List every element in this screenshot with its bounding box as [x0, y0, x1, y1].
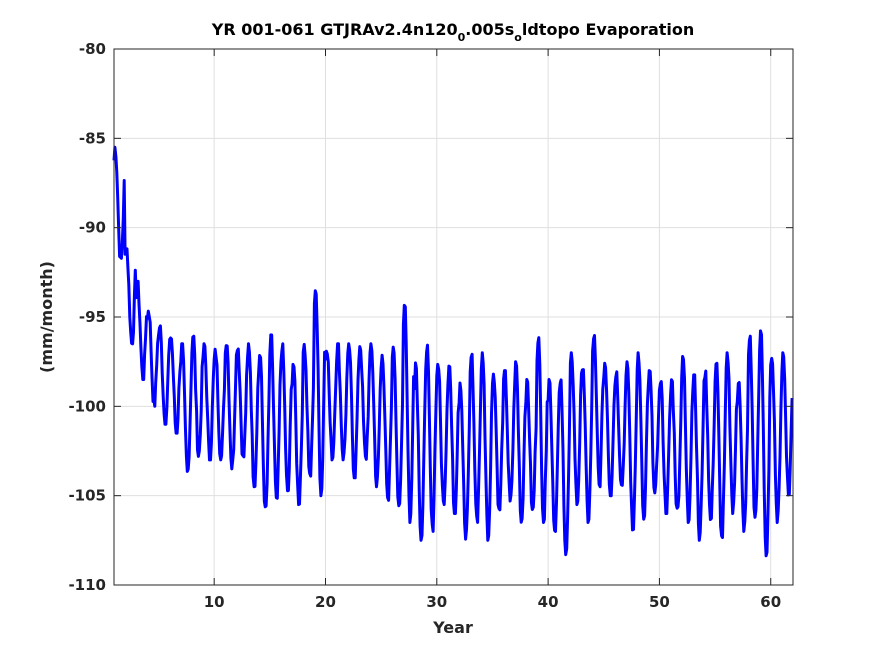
y-tick-label: -110 [68, 576, 106, 594]
y-tick-label: -105 [68, 487, 106, 505]
title-subscript-2: o [514, 31, 522, 44]
title-subscript-1: 0 [458, 31, 466, 44]
x-tick-label: 30 [426, 593, 447, 611]
series-layer [112, 145, 794, 558]
x-tick-label: 50 [649, 593, 670, 611]
series-line [112, 145, 794, 558]
x-tick-label: 20 [315, 593, 336, 611]
x-axis-label: Year [432, 618, 473, 637]
title-mid: .005s [465, 20, 514, 39]
y-tick-label: -100 [68, 397, 106, 415]
y-tick-label: -85 [79, 129, 106, 147]
y-tick-label: -90 [79, 219, 106, 237]
x-tick-label: 40 [538, 593, 559, 611]
x-tick-label: 60 [760, 593, 781, 611]
y-tick-label: -95 [79, 308, 106, 326]
title-main: YR 001-061 GTJRAv2.4n120 [211, 20, 458, 39]
tick-labels: 10 20 30 40 50 60 -80 -85 -90 -95 -100 -105 -110 [68, 40, 781, 611]
y-axis-label: (mm/month) [37, 261, 56, 373]
tick-marks [114, 48, 793, 586]
x-tick-label: 10 [204, 593, 225, 611]
y-tick-label: -80 [79, 40, 106, 58]
chart-title: YR 001-061 GTJRAv2.4n1200.005soldtopo Ev… [211, 20, 695, 44]
title-end: ldtopo Evaporation [522, 20, 694, 39]
